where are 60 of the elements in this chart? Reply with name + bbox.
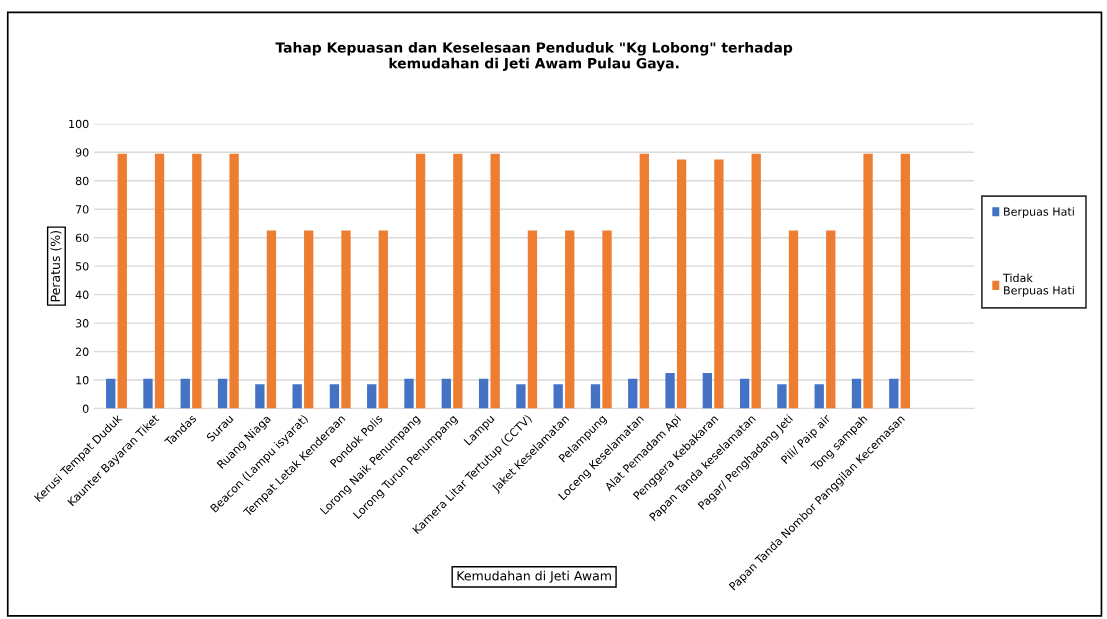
x-axis-title: Kemudahan di Jeti Awam [457, 570, 611, 583]
y-axis-title: Peratus (%) [50, 230, 62, 302]
bar [478, 378, 489, 409]
y-tick-label: 70 [76, 205, 89, 214]
bar [739, 378, 750, 409]
bar [143, 378, 153, 409]
bar [863, 153, 873, 409]
bar [777, 384, 787, 409]
y-tick-label: 20 [75, 347, 89, 356]
bar [441, 378, 451, 409]
bar [639, 153, 649, 409]
y-tick-label: 90 [75, 148, 89, 157]
bar [553, 384, 563, 409]
y-tick-label: 10 [76, 376, 89, 385]
bar [889, 378, 899, 409]
bar [628, 378, 638, 409]
legend-label: Tidak Berpuas Hati [1002, 273, 1074, 297]
bar [665, 372, 675, 409]
bar [229, 153, 239, 409]
bar [602, 230, 612, 409]
y-tick-label: 100 [69, 119, 89, 129]
bar [453, 153, 463, 409]
y-tick-label: 30 [75, 319, 89, 328]
bar [329, 384, 340, 409]
bar [378, 230, 388, 409]
y-tick-label: 60 [75, 233, 89, 243]
bar [415, 153, 426, 409]
bar [788, 230, 799, 409]
bar [106, 378, 116, 409]
y-tick-label: 40 [75, 290, 89, 300]
bar [516, 384, 526, 409]
legend-label: Berpuas Hati [1004, 207, 1074, 218]
bar [217, 378, 228, 409]
bar [714, 159, 724, 409]
bar [527, 230, 538, 409]
bar [814, 384, 824, 409]
bar [751, 153, 761, 409]
bar [490, 153, 500, 409]
bar [826, 230, 836, 409]
y-tick-label: 50 [75, 262, 89, 271]
chart-title: Tahap Kepuasan dan Keselesaan Penduduk "Kg Lobong" terhadap kemudahan di Jeti Awam Pulau Gaya. [275, 42, 793, 72]
bar [255, 384, 265, 409]
bar [266, 230, 277, 409]
bar [117, 153, 127, 409]
bar [192, 153, 202, 409]
bar [154, 153, 165, 409]
bar [404, 378, 414, 409]
bar [676, 159, 687, 409]
bar [341, 230, 351, 409]
y-tick-label: 0 [82, 404, 89, 413]
bar [565, 230, 575, 409]
bar [292, 384, 302, 409]
bar [304, 230, 314, 409]
bar [702, 372, 713, 409]
bar [900, 153, 911, 409]
bar [590, 384, 601, 409]
y-tick-label: 80 [75, 176, 89, 186]
bar [851, 378, 862, 409]
bar [367, 384, 377, 409]
bar [180, 378, 190, 409]
